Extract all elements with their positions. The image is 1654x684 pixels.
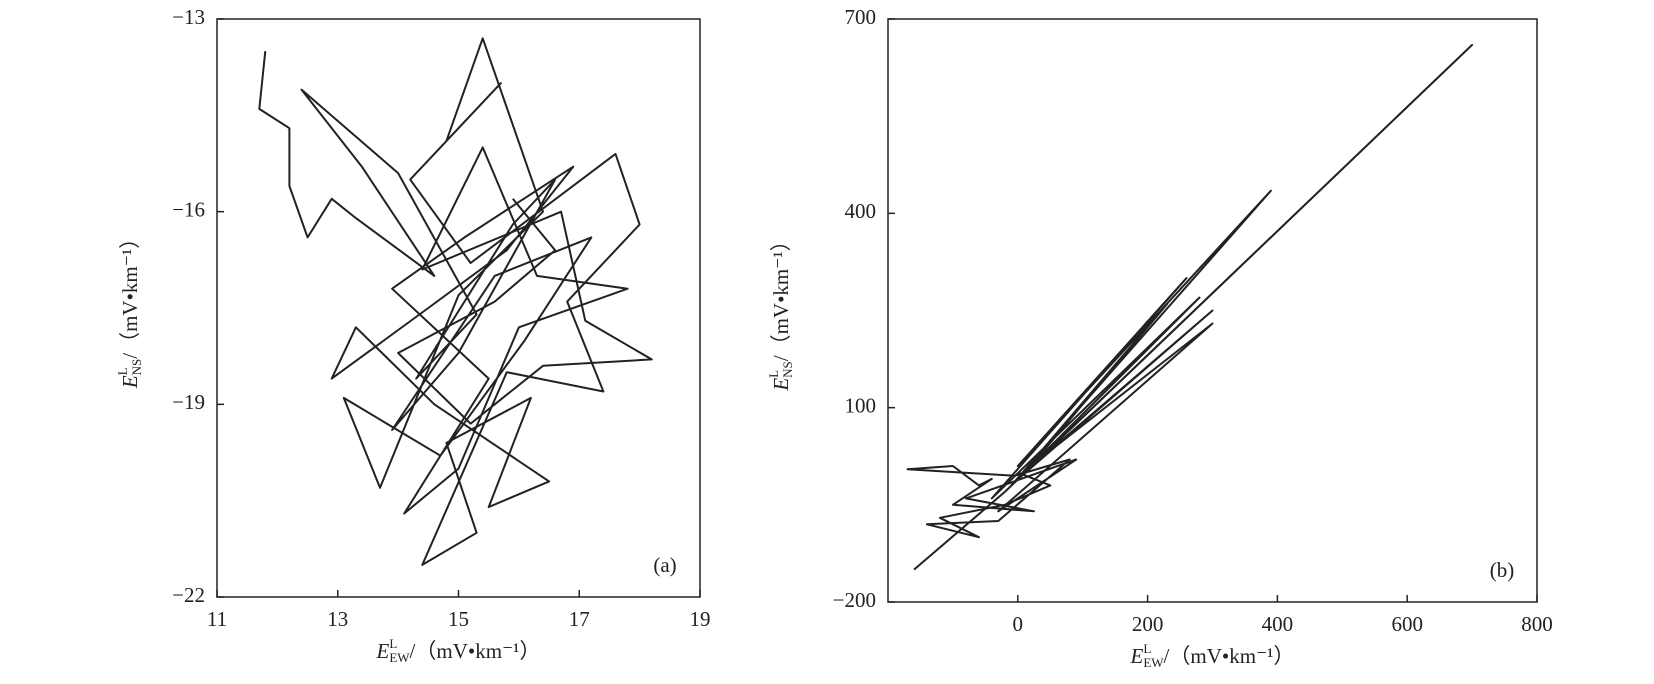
label-main: E: [769, 378, 793, 392]
x-tick-label: 19: [690, 607, 711, 631]
panel-label: (a): [653, 553, 676, 577]
y-tick-label: 100: [845, 393, 877, 417]
axis-label: EL EW/（mV•km⁻¹）: [1130, 641, 1295, 670]
x-tick-label: 17: [569, 607, 590, 631]
x-tick-label: 400: [1262, 612, 1294, 636]
axis-label: ELNS/（mV•km⁻¹）: [766, 230, 795, 391]
label-main: E: [376, 639, 390, 663]
x-tick-label: 200: [1132, 612, 1164, 636]
axis-label: ELNS/（mV•km⁻¹）: [115, 228, 144, 389]
y-tick-label: 700: [845, 5, 877, 29]
label-unit: /（mV•km⁻¹）: [1164, 644, 1295, 668]
y-tick-label: −19: [172, 390, 205, 414]
y-tick-label: 400: [845, 199, 877, 223]
axis-label: EL EW/（mV•km⁻¹）: [376, 636, 541, 665]
y-tick-label: −200: [833, 588, 876, 612]
label-sup: L: [389, 636, 397, 651]
label-sub: EW: [389, 650, 410, 665]
label-unit: /（mV•km⁻¹）: [410, 639, 541, 663]
label-sup: L: [766, 370, 781, 378]
x-tick-label: 800: [1521, 612, 1553, 636]
label-sub: NS: [129, 359, 144, 376]
label-main: E: [1130, 644, 1144, 668]
y-tick-label: −22: [172, 583, 205, 607]
label-main: E: [118, 375, 142, 389]
label-sup: L: [1143, 641, 1151, 656]
trajectory-line: [258, 37, 653, 566]
x-tick-label: 11: [207, 607, 227, 631]
y-tick-label: −16: [172, 197, 205, 221]
x-tick-label: 0: [1013, 612, 1024, 636]
label-sup: L: [115, 367, 130, 375]
plot-frame: [887, 18, 1538, 603]
x-tick-label: 600: [1391, 612, 1423, 636]
x-tick-label: 15: [448, 607, 469, 631]
label-sub: NS: [780, 361, 795, 378]
label-unit: /（mV•km⁻¹）: [118, 228, 142, 359]
label-sub: EW: [1143, 655, 1164, 670]
y-tick-label: −13: [172, 5, 205, 29]
x-tick-label: 13: [327, 607, 348, 631]
panel-label: (b): [1490, 558, 1515, 582]
trajectory-line: [906, 43, 1474, 571]
label-unit: /（mV•km⁻¹）: [769, 230, 793, 361]
